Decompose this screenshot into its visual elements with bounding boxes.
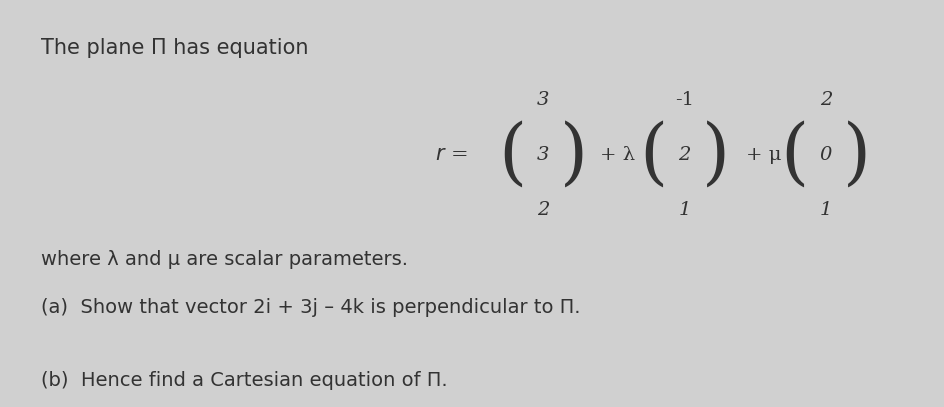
Text: + λ: + λ	[599, 146, 634, 164]
Text: 2: 2	[818, 92, 831, 109]
Text: where λ and μ are scalar parameters.: where λ and μ are scalar parameters.	[41, 250, 408, 269]
Text: (: (	[780, 120, 808, 190]
Text: 3: 3	[536, 146, 548, 164]
Text: 2: 2	[536, 201, 548, 219]
Text: The plane Π has equation: The plane Π has equation	[41, 38, 308, 58]
Text: (: (	[638, 120, 666, 190]
Text: ): )	[700, 120, 729, 190]
Text: + μ: + μ	[745, 146, 781, 164]
Text: -1: -1	[674, 92, 693, 109]
Text: 1: 1	[818, 201, 831, 219]
Text: 0: 0	[818, 146, 831, 164]
Text: ): )	[560, 120, 588, 190]
Text: (a)  Show that vector 2i + 3j – 4k is perpendicular to Π.: (a) Show that vector 2i + 3j – 4k is per…	[41, 298, 580, 317]
Text: ): )	[842, 120, 870, 190]
Text: (: (	[497, 120, 526, 190]
Text: (b)  Hence find a Cartesian equation of Π.: (b) Hence find a Cartesian equation of Π…	[41, 371, 447, 390]
Text: 2: 2	[678, 146, 690, 164]
Text: 1: 1	[678, 201, 690, 219]
Text: $r$ =: $r$ =	[435, 145, 467, 164]
Text: 3: 3	[536, 92, 548, 109]
